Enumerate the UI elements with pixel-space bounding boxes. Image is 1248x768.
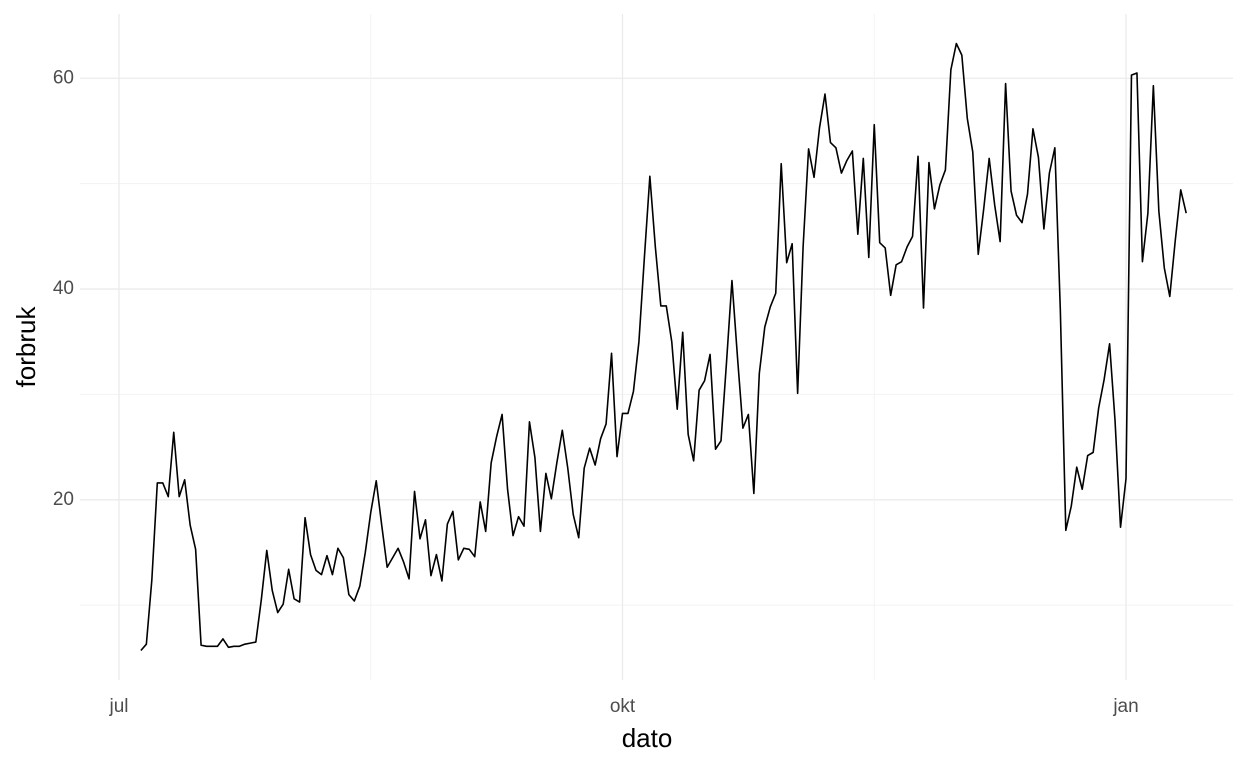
y-tick-label: 60 [53, 67, 74, 88]
y-tick-label: 40 [53, 278, 74, 299]
grid [80, 14, 1233, 680]
y-axis-title: forbruk [11, 306, 41, 388]
x-tick-label: jan [1112, 696, 1138, 717]
x-tick-label: jul [108, 696, 128, 717]
data-line [140, 42, 1187, 652]
y-tick-label: 20 [53, 489, 74, 510]
x-tick-label: okt [610, 696, 636, 717]
x-axis-title: dato [622, 723, 673, 753]
